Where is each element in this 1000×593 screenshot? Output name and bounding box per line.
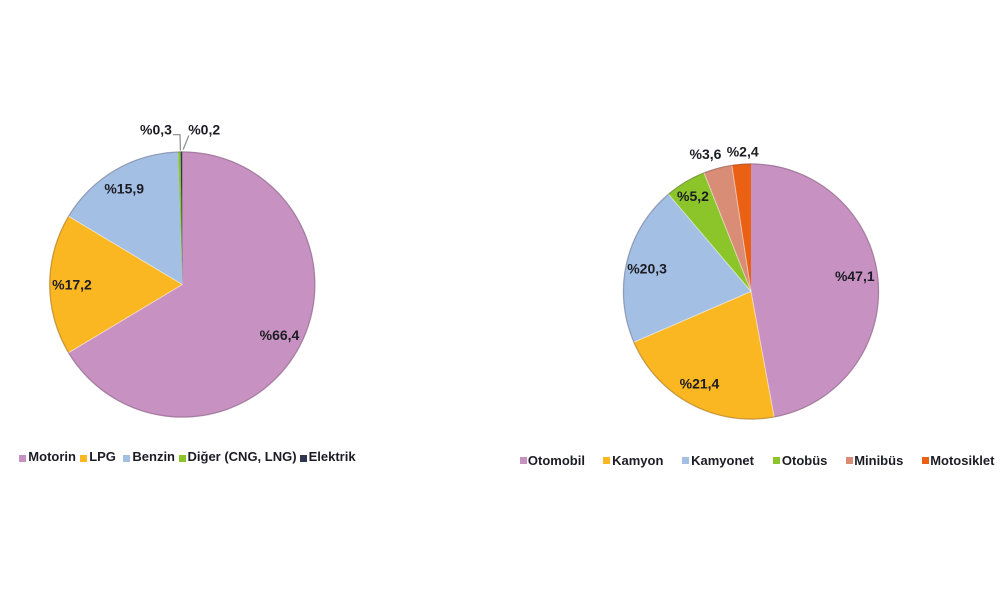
svg-text:%0,3: %0,3 [140,122,172,138]
svg-text:%15,9: %15,9 [104,180,144,196]
svg-text:%17,2: %17,2 [52,276,92,292]
svg-text:%47,1: %47,1 [835,268,875,284]
svg-text:%21,4: %21,4 [680,375,720,391]
svg-text:%20,3: %20,3 [627,261,667,277]
svg-text:%2,4: %2,4 [727,143,759,159]
svg-text:%5,2: %5,2 [677,188,709,204]
svg-text:%0,2: %0,2 [188,122,220,138]
svg-text:%3,6: %3,6 [690,146,722,162]
svg-text:%66,4: %66,4 [260,327,300,343]
